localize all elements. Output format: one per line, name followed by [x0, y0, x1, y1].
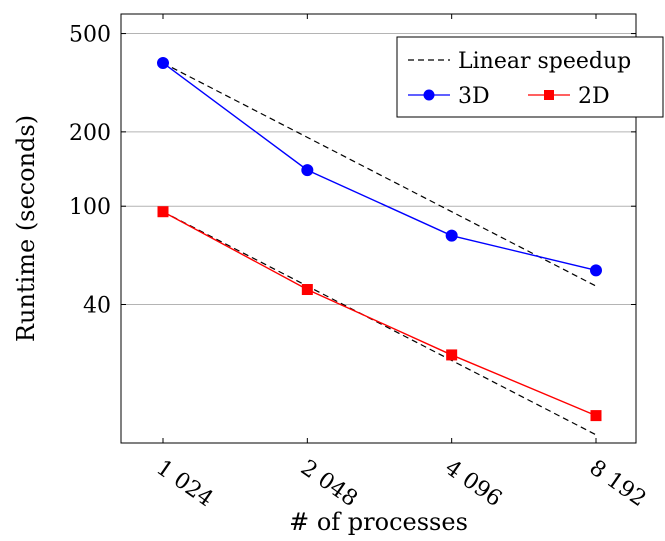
- y-tick-label: 500: [69, 23, 111, 48]
- linear-speedup-lines: [162, 62, 597, 436]
- data-point-2d: [446, 349, 458, 361]
- y-tick-label: 100: [69, 195, 111, 220]
- data-point-3d: [445, 229, 458, 242]
- series-line-3d: [162, 62, 597, 272]
- x-tick-label: 4 096: [440, 455, 506, 512]
- y-tick-label: 40: [83, 294, 111, 319]
- data-point-3d: [590, 264, 602, 277]
- grid-lines: [121, 33, 636, 306]
- series-line-2d: [162, 211, 597, 417]
- legend-3d-marker: [423, 89, 435, 101]
- data-point-2d: [301, 284, 313, 296]
- legend-linear-speedup-label: Linear speedup: [458, 49, 631, 74]
- plot-area-frame: [120, 13, 637, 444]
- x-tick-label: 1 024: [152, 455, 218, 512]
- data-point-2d: [157, 206, 169, 218]
- legend-box: [396, 36, 664, 118]
- data-point-3d: [301, 164, 314, 177]
- y-axis-ticks: 40 100 200 500: [69, 23, 636, 319]
- y-tick-label: 200: [69, 121, 111, 146]
- x-axis-label: # of processes: [289, 508, 468, 536]
- linear-speedup-line: [162, 62, 597, 287]
- legend-2d-marker: [544, 90, 554, 100]
- legend-2d-label: 2D: [578, 84, 610, 109]
- data-point-3d: [157, 56, 169, 69]
- x-tick-label: 8 192: [585, 455, 651, 512]
- series-markers: [157, 56, 602, 422]
- legend-3d-label: 3D: [458, 84, 490, 109]
- legend: Linear speedup 3D 2D: [396, 36, 664, 118]
- series-lines: [162, 62, 597, 417]
- data-point-2d: [590, 410, 602, 422]
- linear-speedup-line: [162, 211, 597, 436]
- y-axis-label: Runtime (seconds): [12, 115, 40, 342]
- x-tick-label: 2 048: [296, 455, 362, 512]
